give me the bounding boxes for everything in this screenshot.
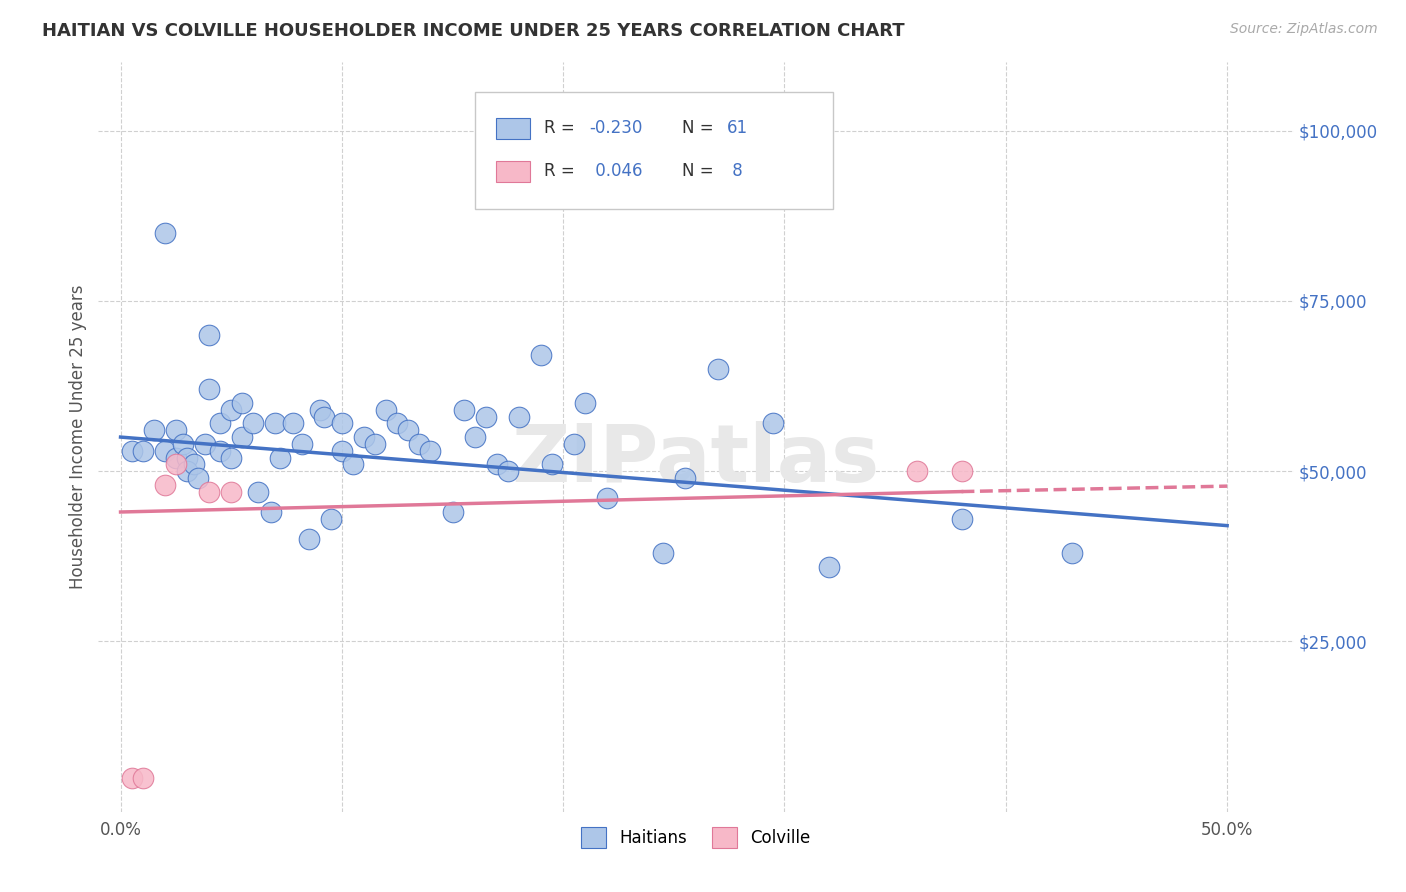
Point (283, 417, 305, 431)
Point (183, 458, 205, 472)
Point (330, 443, 353, 458)
Point (198, 484, 221, 499)
Point (419, 443, 441, 458)
Point (375, 402, 398, 417)
Point (950, 512, 973, 526)
Text: 61: 61 (727, 120, 748, 137)
Point (707, 362, 730, 376)
Point (464, 430, 486, 444)
Point (496, 464, 519, 478)
Point (330, 417, 353, 431)
Point (485, 458, 508, 472)
Point (209, 443, 232, 458)
Point (194, 437, 217, 451)
Point (264, 417, 287, 431)
Point (176, 464, 198, 478)
Point (198, 383, 221, 397)
Point (246, 484, 269, 499)
Point (562, 437, 585, 451)
Point (172, 437, 194, 451)
Text: N =: N = (682, 162, 718, 180)
Text: -0.230: -0.230 (589, 120, 643, 137)
Point (342, 458, 364, 472)
Point (574, 396, 596, 410)
Text: 8: 8 (727, 162, 742, 180)
Point (353, 430, 375, 444)
Point (176, 450, 198, 465)
Point (950, 464, 973, 478)
FancyBboxPatch shape (475, 93, 834, 209)
Point (817, 559, 839, 574)
Point (408, 437, 430, 451)
Point (198, 327, 221, 342)
Text: R =: R = (544, 120, 581, 137)
Point (187, 471, 209, 485)
Text: N =: N = (682, 120, 718, 137)
Point (131, 771, 153, 785)
Point (269, 450, 291, 465)
Point (219, 484, 242, 499)
Point (291, 437, 314, 451)
Point (153, 477, 176, 491)
Point (474, 409, 496, 424)
Text: Source: ZipAtlas.com: Source: ZipAtlas.com (1230, 22, 1378, 37)
Point (314, 409, 336, 424)
Point (530, 348, 553, 362)
FancyBboxPatch shape (496, 161, 530, 182)
Point (165, 450, 187, 465)
Point (308, 402, 330, 417)
Point (319, 512, 342, 526)
Point (762, 417, 785, 431)
Y-axis label: Householder Income Under 25 years: Householder Income Under 25 years (69, 285, 87, 590)
Point (596, 491, 619, 506)
Point (142, 423, 165, 437)
Point (219, 402, 242, 417)
Point (508, 409, 530, 424)
Text: HAITIAN VS COLVILLE HOUSEHOLDER INCOME UNDER 25 YEARS CORRELATION CHART: HAITIAN VS COLVILLE HOUSEHOLDER INCOME U… (42, 22, 905, 40)
Point (121, 771, 143, 785)
Point (673, 471, 696, 485)
Point (385, 417, 409, 431)
Point (364, 437, 387, 451)
Point (165, 423, 187, 437)
Point (260, 505, 283, 519)
FancyBboxPatch shape (496, 118, 530, 139)
Point (541, 458, 564, 472)
Point (1062, 546, 1084, 560)
Text: ZIPatlas: ZIPatlas (512, 420, 880, 499)
Point (131, 443, 153, 458)
Point (298, 533, 321, 547)
Point (209, 417, 232, 431)
Point (231, 396, 253, 410)
Point (219, 450, 242, 465)
Point (651, 546, 673, 560)
Point (396, 423, 419, 437)
Text: 0.046: 0.046 (589, 162, 643, 180)
Point (453, 402, 475, 417)
Point (165, 458, 187, 472)
Point (153, 443, 176, 458)
Point (153, 226, 176, 240)
Point (231, 430, 253, 444)
Point (905, 464, 928, 478)
Text: R =: R = (544, 162, 581, 180)
Point (441, 505, 464, 519)
Point (121, 443, 143, 458)
Legend: Haitians, Colville: Haitians, Colville (572, 819, 820, 855)
Point (242, 417, 264, 431)
